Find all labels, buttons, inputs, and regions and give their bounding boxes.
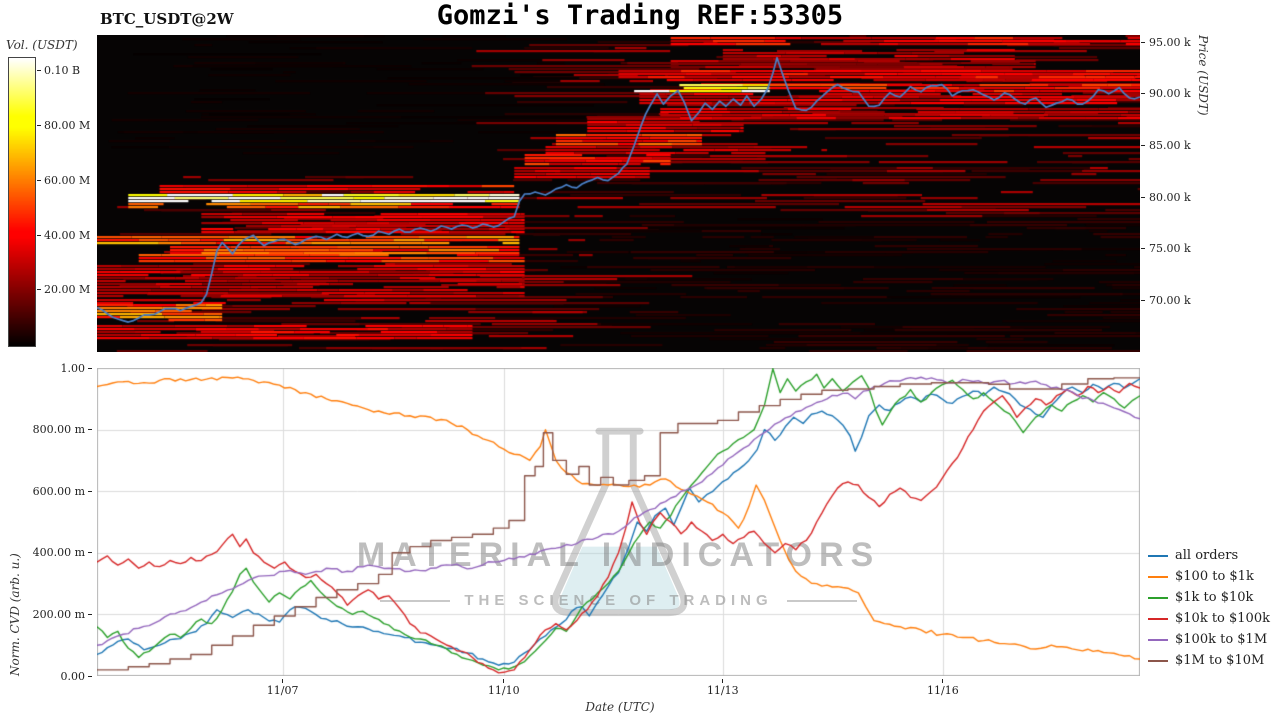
colorbar-gradient	[8, 57, 36, 347]
page-title: Gomzi's Trading REF:53305	[436, 0, 844, 31]
cvd-xtick-label: 11/10	[474, 679, 534, 697]
legend-label: $10k to $100k	[1175, 611, 1270, 626]
cvd-xtick-label: 11/13	[693, 679, 753, 697]
cvd-ytick-label: 1.00	[0, 361, 92, 375]
legend-line-swatch	[1148, 617, 1168, 620]
price-tick-label: 90.00 k	[1141, 87, 1191, 101]
price-tick-label: 75.00 k	[1141, 242, 1191, 256]
colorbar-tick-label: 60.00 M	[37, 173, 90, 187]
legend-label: all orders	[1175, 548, 1239, 563]
price-axis-label: Price (USDT)	[1196, 35, 1210, 116]
legend-line-swatch	[1148, 659, 1168, 662]
legend-line-swatch	[1148, 554, 1168, 557]
legend-label: $100k to $1M	[1175, 632, 1268, 647]
legend-line-swatch	[1148, 575, 1168, 578]
legend-item: $1k to $10k	[1148, 587, 1270, 608]
colorbar-tick-label: 0.10 B	[37, 64, 80, 78]
legend-label: $1M to $10M	[1175, 653, 1265, 668]
legend-item: all orders	[1148, 545, 1270, 566]
cvd-ytick-label: 200.00 m	[0, 607, 92, 621]
price-tick-label: 70.00 k	[1141, 293, 1191, 307]
cvd-xtick-label: 11/16	[913, 679, 973, 697]
legend-item: $10k to $100k	[1148, 608, 1270, 629]
colorbar-tick-label: 20.00 M	[37, 283, 90, 297]
legend: all orders $100 to $1k $1k to $10k $10k to …	[1148, 545, 1270, 671]
legend-label: $1k to $10k	[1175, 590, 1254, 605]
volume-heatmap-canvas	[97, 35, 1140, 352]
legend-item: $1M to $10M	[1148, 650, 1270, 671]
colorbar-tick-label: 80.00 M	[37, 119, 90, 133]
cvd-chart-canvas	[97, 368, 1140, 676]
cvd-ytick-label: 800.00 m	[0, 423, 92, 437]
legend-item: $100 to $1k	[1148, 566, 1270, 587]
price-tick-label: 80.00 k	[1141, 190, 1191, 204]
cvd-ytick-label: 400.00 m	[0, 546, 92, 560]
colorbar-tick-label: 40.00 M	[37, 228, 90, 242]
price-tick-label: 85.00 k	[1141, 138, 1191, 152]
cvd-xtick-label: 11/07	[253, 679, 313, 697]
cvd-ytick-label: 600.00 m	[0, 484, 92, 498]
legend-line-swatch	[1148, 596, 1168, 599]
symbol-label: BTC_USDT@2W	[100, 10, 234, 28]
colorbar-label: Vol. (USDT)	[6, 38, 78, 52]
legend-item: $100k to $1M	[1148, 629, 1270, 650]
legend-line-swatch	[1148, 638, 1168, 641]
cvd-x-axis-label: Date (UTC)	[585, 700, 655, 714]
price-tick-label: 95.00 k	[1141, 35, 1191, 49]
cvd-y-axis-label: Norm. CVD (arb. u.)	[8, 553, 22, 676]
cvd-ytick-label: 0.00	[0, 669, 92, 683]
legend-label: $100 to $1k	[1175, 569, 1254, 584]
